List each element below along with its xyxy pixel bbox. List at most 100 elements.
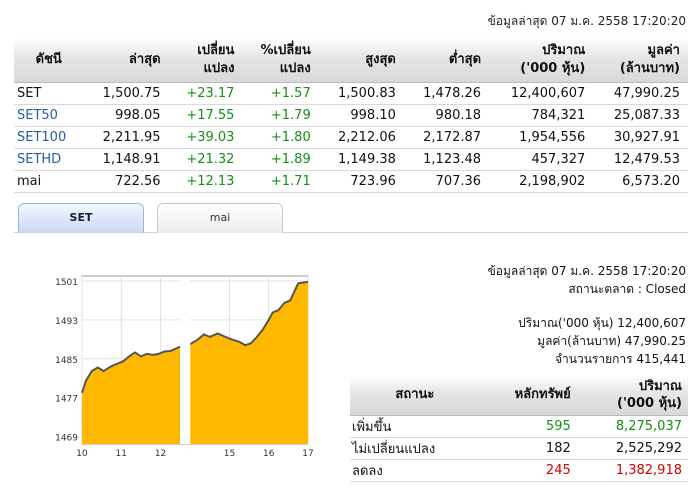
index-cell-low: 980.18 [403,104,490,127]
index-link[interactable]: SET100 [17,129,67,145]
index-summary-table: ดัชนี ล่าสุด เปลี่ยน แปลง %เปลี่ยน แปลง สูงสุด… [14,38,688,193]
index-row: SET 1,500.75 +23.17 +1.57 1,500.83 1,478.26 12… [14,82,688,105]
index-cell-volume: 1,954,556 [489,126,594,149]
index-row: SETHD 1,148.91 +21.32 +1.89 1,149.38 1,123.48… [14,148,688,171]
index-cell-name: SET100 [14,126,84,149]
index-cell-last: 722.56 [83,170,169,193]
index-cell-low: 1,478.26 [403,82,490,105]
header-line: ('000 หุ้น) [520,60,586,76]
index-cell-high: 998.10 [318,104,404,127]
breadth-col-header: หลักทรัพย์ [479,375,577,416]
index-cell-high: 1,149.38 [318,148,404,171]
index-cell-value: 47,990.25 [593,82,688,105]
index-col-header: ต่ำสุด [403,38,490,83]
breadth-row: เพิ่มขึ้น 595 8,275,037 [350,415,688,438]
breadth-cell-volume: 2,525,292 [576,437,688,460]
breadth-cell-volume: 1,382,918 [576,459,688,482]
index-col-header: ปริมาณ ('000 หุ้น) [489,38,594,83]
index-col-header: สูงสุด [318,38,404,83]
breadth-cell-status: ไม่เปลี่ยนแปลง [350,437,480,460]
index-cell-value: 25,087.33 [593,104,688,127]
area-fill-segment [190,281,308,444]
y-tick-label: 1493 [55,317,78,327]
x-tick-label: 12 [155,449,166,459]
market-breadth-table: สถานะ หลักทรัพย์ ปริมาณ ('000 หุ้น) เพิ่มขึ… [350,375,688,482]
market-tabs: SET mai [14,203,688,233]
index-cell-low: 1,123.48 [403,148,490,171]
index-cell-pct: +1.79 [242,104,319,127]
set-intraday-chart: 1469 1477 1485 1493 1501 10 11 12 15 16 17 [42,262,322,464]
breadth-cell-securities: 245 [479,459,577,482]
header-line: หลักทรัพย์ [514,387,571,403]
index-cell-last: 1,500.75 [83,82,169,105]
index-cell-value: 12,479.53 [593,148,688,171]
index-cell-high: 2,212.06 [318,126,404,149]
index-cell-value: 30,927.91 [593,126,688,149]
header-line: ดัชนี [35,51,62,67]
tab-set[interactable]: SET [18,203,144,233]
header-line: สถานะ [395,387,435,403]
market-info-panel: ข้อมูลล่าสุด 07 ม.ค. 2558 17:20:20 สถานะ… [488,262,686,368]
area-fill-segment [82,346,181,444]
header-line: ล่าสุด [128,51,161,67]
index-cell-high: 723.96 [318,170,404,193]
breadth-cell-status: เพิ่มขึ้น [350,415,480,438]
info-value: มูลค่า(ล้านบาท) 47,990.25 [537,334,686,348]
index-col-header: %เปลี่ยน แปลง [242,38,319,83]
session-break [180,277,191,444]
index-cell-change: +17.55 [168,104,243,127]
header-line: สูงสุด [365,51,396,67]
y-tick-label: 1469 [55,434,78,444]
y-tick-label: 1501 [55,278,78,288]
index-cell-last: 998.05 [83,104,169,127]
index-cell-volume: 12,400,607 [489,82,594,105]
header-line: ('000 หุ้น) [617,395,682,411]
index-cell-pct: +1.89 [242,148,319,171]
breadth-cell-volume: 8,275,037 [576,415,688,438]
index-cell-volume: 457,327 [489,148,594,171]
header-line: แปลง [279,60,311,76]
y-tick-label: 1485 [55,356,78,366]
x-tick-label: 11 [116,449,127,459]
index-cell-change: +21.32 [168,148,243,171]
header-line: เปลี่ยน [197,42,235,58]
chart-svg: 1469 1477 1485 1493 1501 10 11 12 15 16 17 [55,275,314,459]
breadth-col-header: สถานะ [350,375,480,416]
index-table-header-row: ดัชนี ล่าสุด เปลี่ยน แปลง %เปลี่ยน แปลง สูงสุด… [14,38,688,83]
index-col-header: มูลค่า (ล้านบาท) [593,38,688,83]
index-row: SET100 2,211.95 +39.03 +1.80 2,212.06 2,172.8… [14,126,688,149]
header-line: ต่ำสุด [448,51,482,67]
index-link[interactable]: SETHD [17,151,62,167]
index-row: mai 722.56 +12.13 +1.71 723.96 707.36 2,198,90… [14,170,688,193]
index-cell-pct: +1.57 [242,82,319,105]
index-cell-pct: +1.80 [242,126,319,149]
header-line: ปริมาณ [638,378,682,394]
info-volume: ปริมาณ('000 หุ้น) 12,400,607 [518,316,686,330]
breadth-row: ไม่เปลี่ยนแปลง 182 2,525,292 [350,437,688,460]
x-tick-label: 15 [224,449,235,459]
x-tick-label: 16 [263,449,275,459]
index-cell-low: 2,172.87 [403,126,490,149]
index-cell-name: SETHD [14,148,84,171]
x-tick-label: 17 [302,449,313,459]
index-col-header: ล่าสุด [83,38,169,83]
breadth-col-header: ปริมาณ ('000 หุ้น) [576,375,688,416]
header-line: แปลง [203,60,235,76]
index-cell-change: +39.03 [168,126,243,149]
index-cell-volume: 2,198,902 [489,170,594,193]
breadth-cell-securities: 182 [479,437,577,460]
y-tick-label: 1477 [55,395,78,405]
tab-mai[interactable]: mai [157,203,283,233]
index-cell-name: SET [14,82,84,105]
breadth-row: ลดลง 245 1,382,918 [350,459,688,482]
price-line-segment [189,280,309,347]
price-line-segment [81,345,181,394]
index-cell-pct: +1.71 [242,170,319,193]
index-link[interactable]: SET50 [17,107,58,123]
index-row: SET50 998.05 +17.55 +1.79 998.10 980.18 784,32… [14,104,688,127]
breadth-cell-securities: 595 [479,415,577,438]
header-line: (ล้านบาท) [619,60,680,76]
index-cell-value: 6,573.20 [593,170,688,193]
header-line: มูลค่า [647,42,680,58]
breadth-cell-status: ลดลง [350,459,480,482]
